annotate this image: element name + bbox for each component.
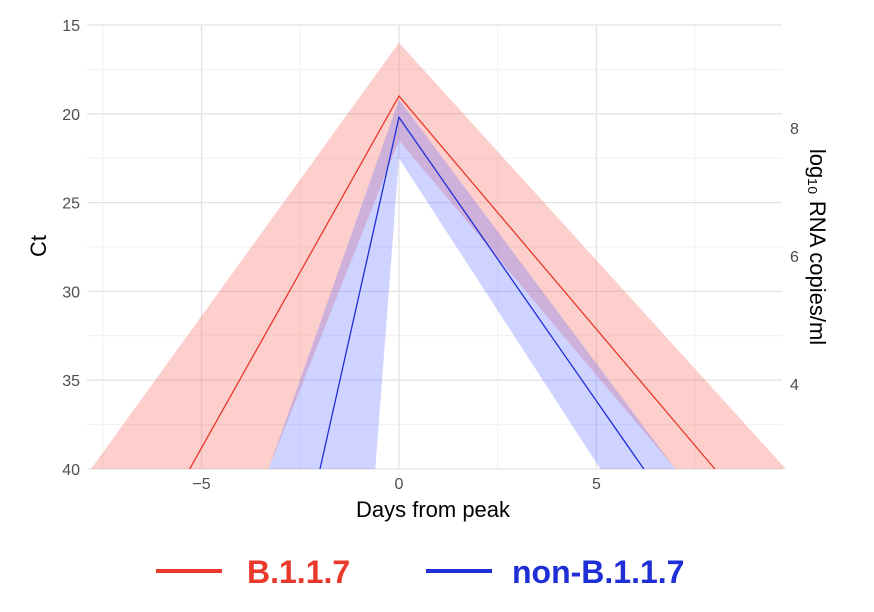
x-tick-label: 5 — [592, 476, 601, 493]
series-line-non-b117 — [319, 115, 645, 470]
y2-tick-label: 8 — [790, 121, 799, 138]
y-tick-label: 30 — [62, 284, 80, 301]
x-tick-label: −5 — [192, 476, 210, 493]
band-b117 — [90, 42, 786, 469]
y2-axis-title: log₁₀ RNA copies/ml — [805, 149, 830, 345]
y-tick-label: 35 — [62, 373, 80, 390]
series-line-b117 — [189, 94, 716, 470]
x-tick-label: 0 — [395, 476, 404, 493]
band-non-b117 — [268, 99, 676, 469]
tick-labels: −5 0 5 15 20 25 30 35 40 8 6 4 — [62, 18, 799, 493]
y-tick-label: 20 — [62, 107, 80, 124]
series-lines — [189, 94, 716, 470]
legend: B.1.1.7 non-B.1.1.7 — [156, 554, 684, 590]
y-tick-label: 15 — [62, 18, 80, 35]
grid — [87, 24, 782, 470]
y2-tick-label: 4 — [790, 377, 799, 394]
y-axis-title: Ct — [26, 235, 51, 257]
x-axis-title: Days from peak — [356, 497, 511, 522]
y-tick-label: 25 — [62, 196, 80, 213]
y2-tick-label: 6 — [790, 249, 799, 266]
y-tick-label: 40 — [62, 462, 80, 479]
legend-label-b117: B.1.1.7 — [247, 554, 350, 590]
confidence-bands — [90, 42, 786, 469]
legend-label-non-b117: non-B.1.1.7 — [512, 554, 684, 590]
